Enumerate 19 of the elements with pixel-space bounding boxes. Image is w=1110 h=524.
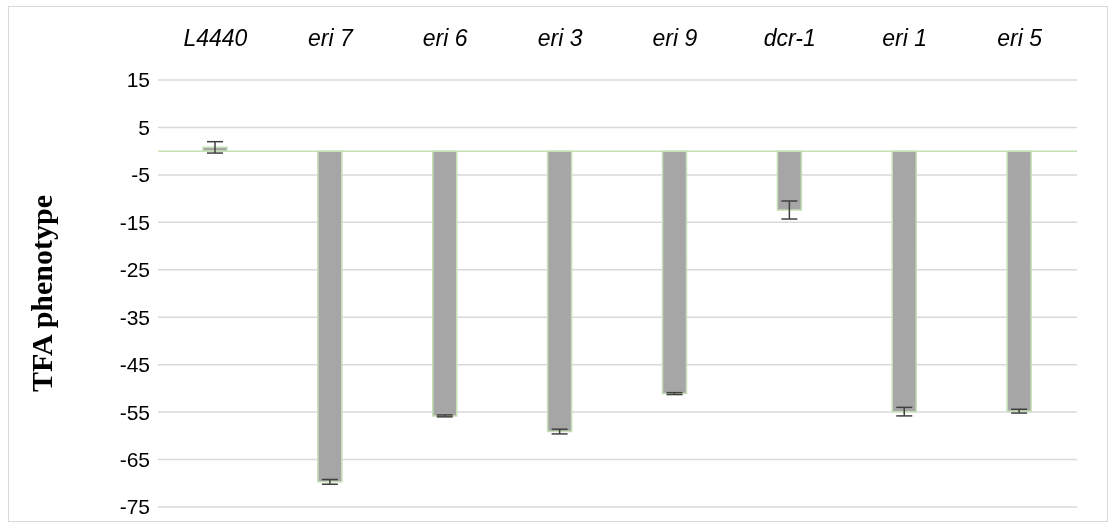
y-tick-label: -25 [119,258,150,282]
y-tick-label: -15 [119,210,150,234]
y-tick-label: 5 [138,115,150,139]
y-tick-label: -35 [119,305,150,329]
x-tick-label: eri 5 [997,25,1043,51]
x-tick-label: eri 3 [537,25,583,51]
y-tick-label: -5 [131,163,150,187]
y-tick-label: -45 [119,353,150,377]
x-tick-label: dcr-1 [763,25,816,51]
y-tick-label: -75 [119,495,150,519]
x-tick-label: eri 9 [652,25,698,51]
x-tick-label: L4440 [183,25,248,51]
y-tick-label: -55 [119,400,150,424]
x-tick-label: eri 7 [307,25,354,51]
y-tick-label: -65 [119,448,150,472]
x-tick-label: eri 6 [422,25,468,51]
y-axis-title: TFA phenotype [24,195,58,392]
x-tick-label: eri 1 [882,25,928,51]
y-tick-label: 15 [126,68,150,92]
